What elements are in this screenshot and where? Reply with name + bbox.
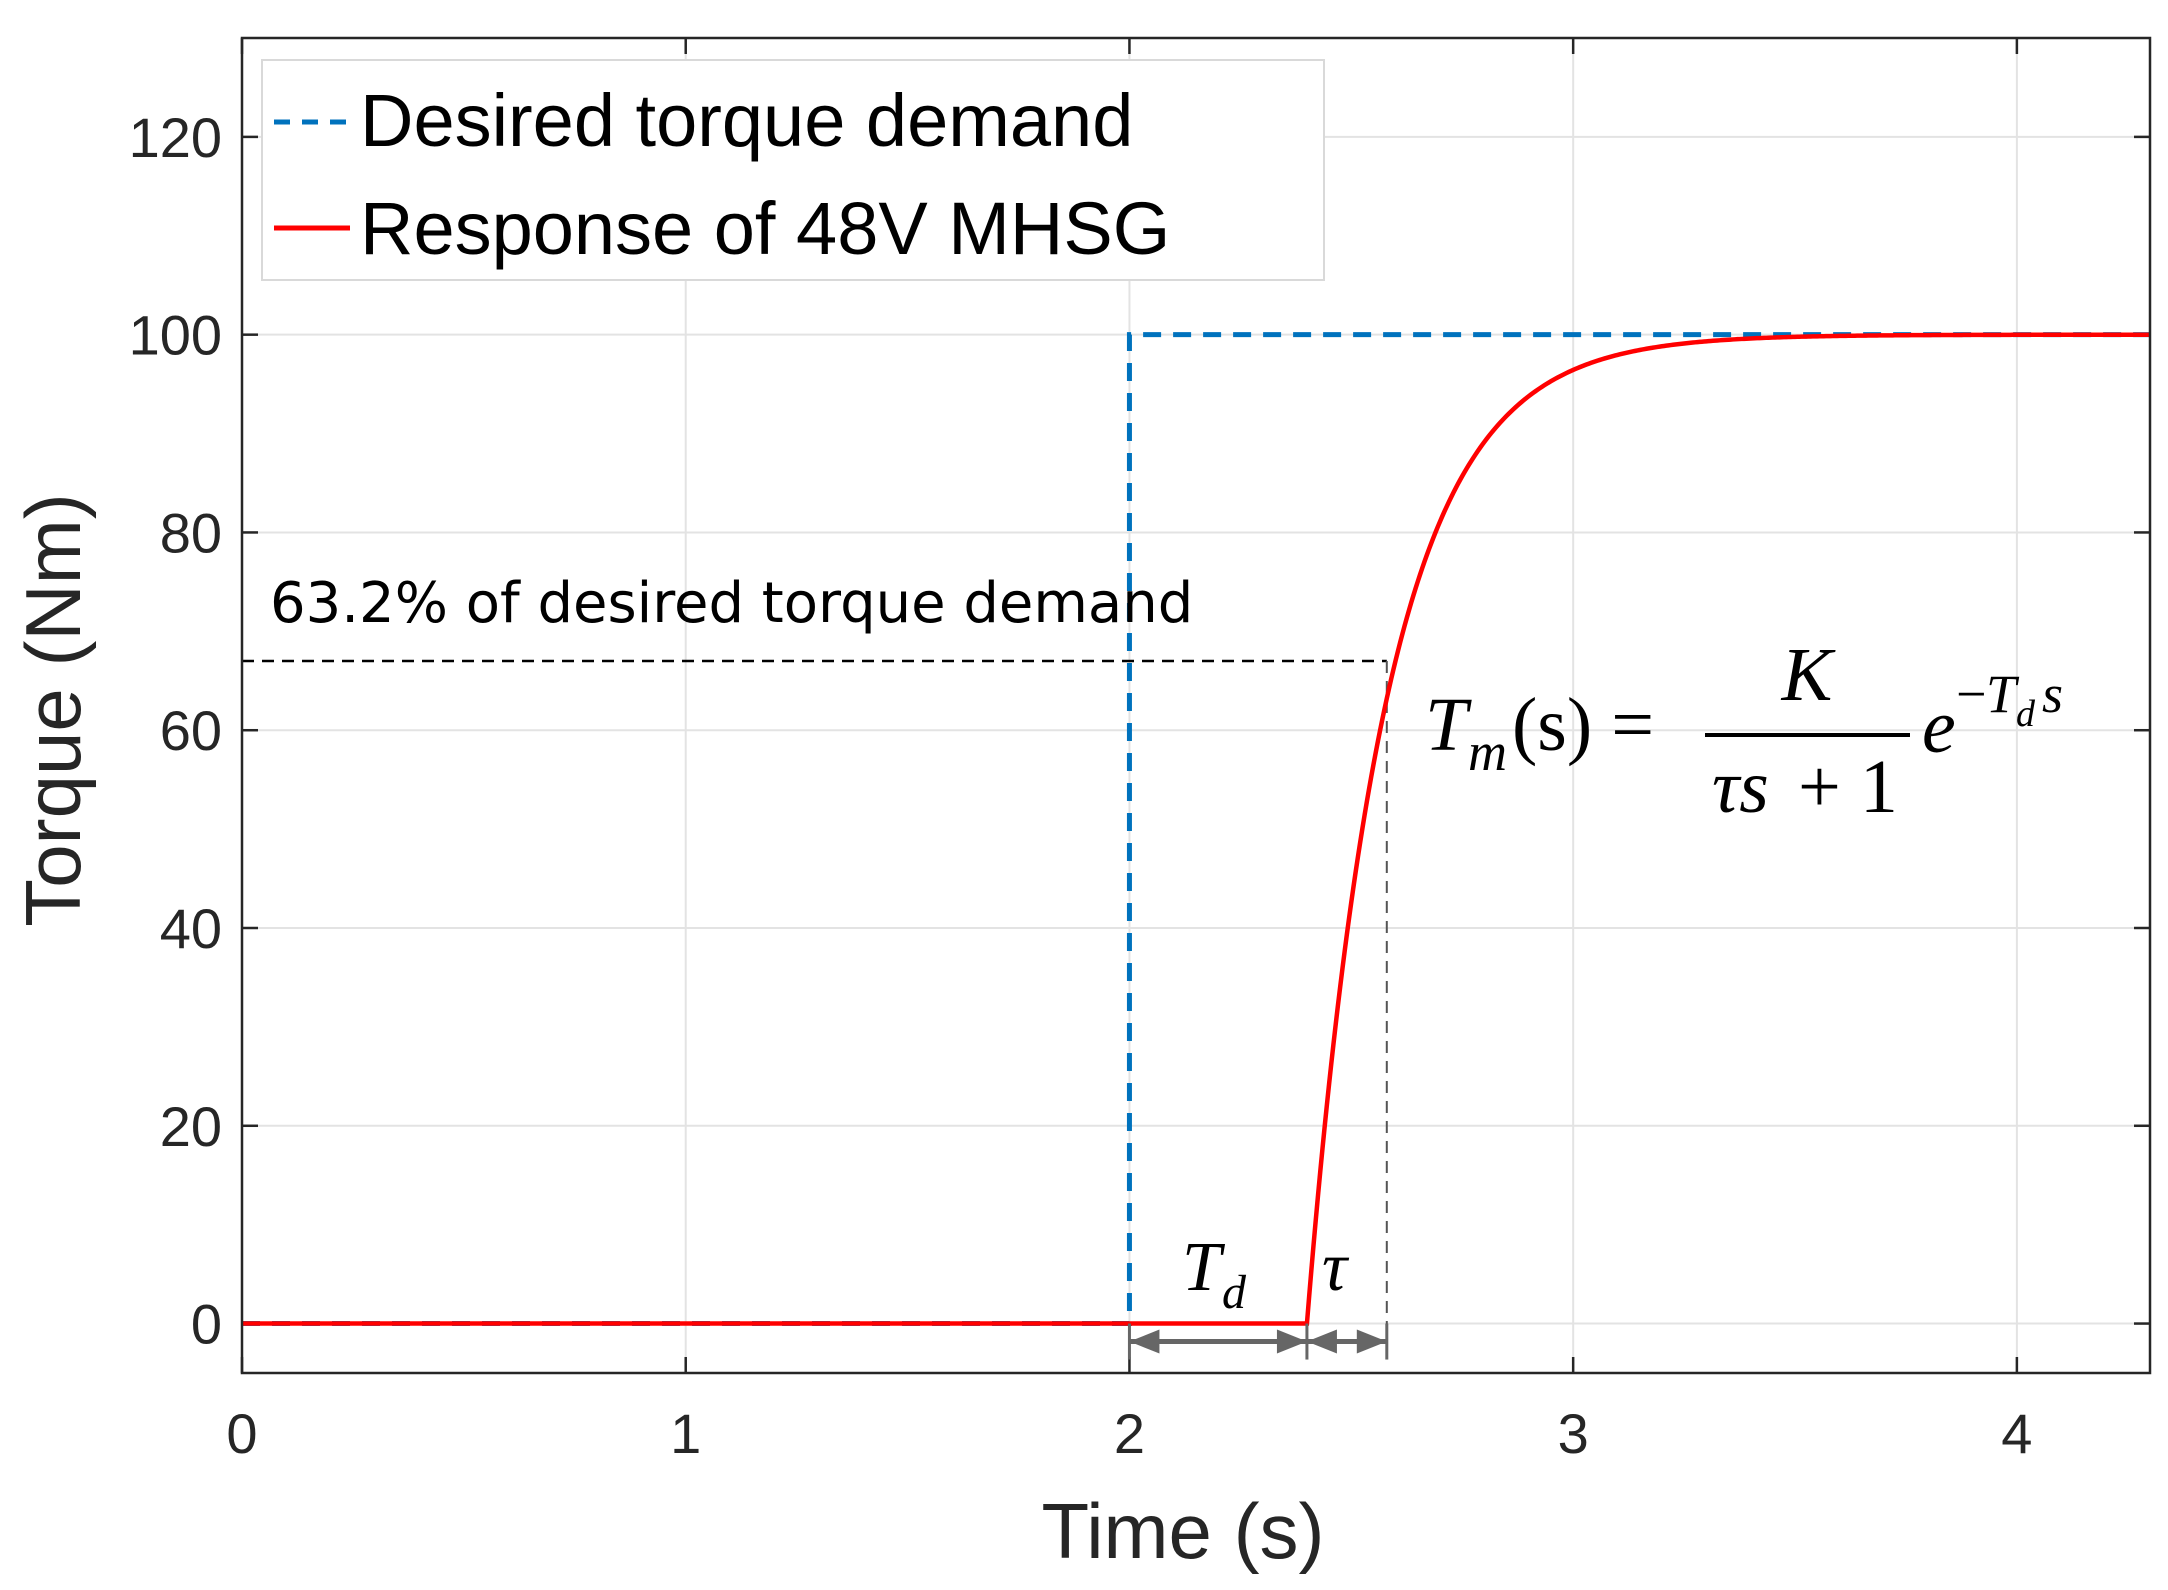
formula-lhs-argument: (s) =: [1512, 683, 1654, 767]
y-axis-title: Torque (Nm): [9, 493, 97, 926]
formula-exp-s: s: [2042, 664, 2063, 724]
x-tick-label: 0: [226, 1402, 257, 1465]
plot-area-frame: [240, 36, 2152, 1375]
series-layer: [242, 332, 2151, 1327]
formula-exp-sign: −: [1956, 664, 1986, 724]
y-tick-label: 20: [160, 1095, 222, 1158]
td-symbol: T: [1182, 1229, 1226, 1306]
td-subscript: d: [1222, 1266, 1247, 1319]
legend-label-response: Response of 48V MHSG: [360, 187, 1170, 270]
td-label: T d: [1182, 1229, 1247, 1319]
x-axis-title: Time (s): [1041, 1487, 1324, 1575]
formula-lhs: T: [1425, 683, 1472, 767]
formula-denominator-ts: τs: [1712, 745, 1769, 829]
x-tick-label: 4: [2001, 1402, 2032, 1465]
legend-label-demand: Desired torque demand: [360, 79, 1133, 162]
td-arrow-head-left: [1129, 1329, 1160, 1354]
annotation-lines: [242, 659, 1388, 1342]
tau-arrow-head-left: [1306, 1329, 1337, 1354]
formula-exp-t: T: [1986, 664, 2020, 724]
series-line-response-48v-mhsg: [242, 332, 2151, 1326]
threshold-label: 63.2% of desired torque demand: [270, 571, 1193, 636]
y-tick-label: 0: [191, 1293, 222, 1356]
formula-exp-subscript: d: [2016, 693, 2036, 735]
y-tick-label: 100: [129, 304, 222, 367]
tau-symbol: τ: [1322, 1229, 1350, 1306]
x-tick-label: 3: [1558, 1402, 1589, 1465]
transfer-function-formula: T m (s) = K τs + 1 e − T d s: [1425, 633, 2063, 829]
formula-denominator-plus-one: + 1: [1798, 745, 1898, 829]
formula-numerator: K: [1781, 633, 1836, 717]
formula-lhs-subscript: m: [1468, 722, 1507, 782]
series-line-desired-torque-demand: [242, 332, 2150, 1327]
x-tick-label: 1: [670, 1402, 701, 1465]
formula-exp-base: e: [1922, 685, 1956, 769]
y-tick-label: 120: [129, 106, 222, 169]
legend-box: [261, 59, 1325, 281]
x-tick-label: 2: [1114, 1402, 1145, 1465]
axis-ticks: [240, 38, 2150, 1373]
time-interval-arrows: [1127, 1323, 1389, 1360]
y-tick-label: 80: [160, 501, 222, 564]
legend: Desired torque demand Response of 48V MH…: [261, 59, 1325, 281]
tau-arrow-head-right: [1356, 1329, 1387, 1354]
y-tick-label: 40: [160, 897, 222, 960]
td-arrow-head-right: [1276, 1329, 1307, 1354]
y-tick-label: 60: [160, 699, 222, 762]
